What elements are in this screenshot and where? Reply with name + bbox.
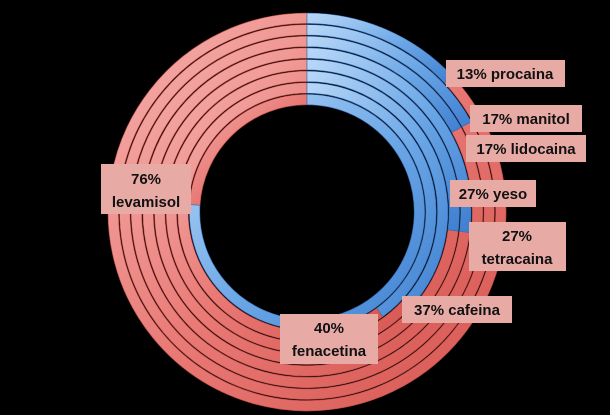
ring-yeso-segment	[306, 47, 472, 233]
label-text: 27% yeso	[459, 186, 527, 203]
ring-manitol-segment	[306, 24, 472, 128]
ring-lidocaina-segment	[306, 35, 462, 133]
label-text: 17% manitol	[482, 111, 570, 128]
label-text: 40%	[314, 320, 344, 337]
label-box	[101, 164, 191, 214]
label-lidocaina: 17% lidocaina	[466, 135, 586, 162]
label-box	[466, 135, 586, 162]
label-text: 37% cafeina	[414, 302, 501, 319]
label-box	[450, 180, 536, 207]
label-levamisol: 76% levamisol	[101, 164, 191, 214]
ring-fenacetina-segment	[306, 82, 437, 317]
label-text: fenacetina	[292, 343, 367, 360]
label-box	[470, 105, 582, 132]
label-box	[402, 296, 512, 323]
label-text: 17% lidocaina	[476, 141, 576, 158]
label-cafeina: 37% cafeina	[402, 296, 512, 323]
label-procaina: 13% procaina	[446, 60, 565, 87]
label-text: 76%	[131, 171, 161, 188]
label-text: 27%	[502, 228, 532, 245]
label-yeso: 27% yeso	[450, 180, 536, 207]
label-text: tetracaina	[482, 251, 554, 268]
label-tetracaina: 27% tetracaina	[469, 222, 566, 271]
ring-procaina-segment	[306, 12, 453, 84]
label-box	[280, 314, 378, 364]
label-box	[446, 60, 565, 87]
label-text: levamisol	[112, 194, 180, 211]
label-fenacetina: 40% fenacetina	[280, 314, 378, 364]
label-manitol: 17% manitol	[470, 105, 582, 132]
label-box	[469, 222, 566, 271]
ring-tetracaina-segment	[306, 59, 460, 232]
label-text: 13% procaina	[457, 66, 554, 83]
